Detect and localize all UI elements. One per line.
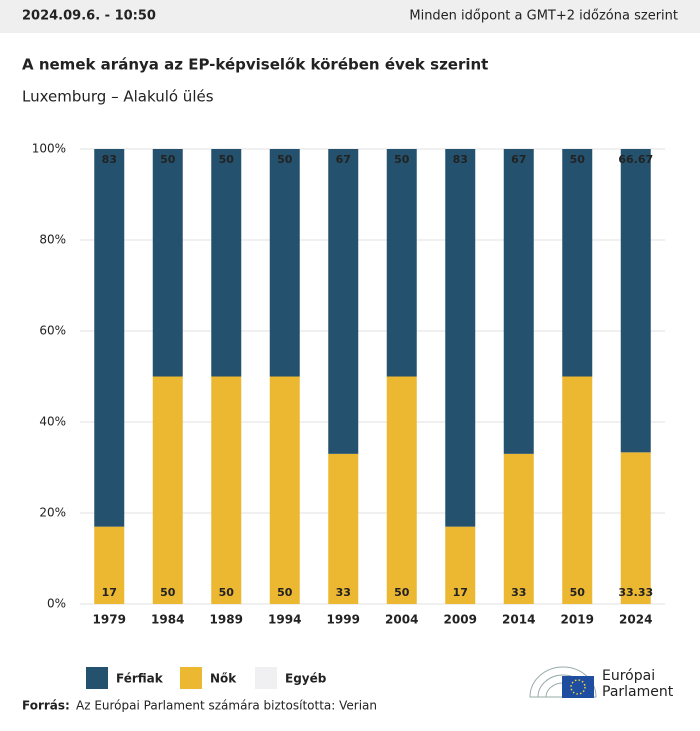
header-date: 2024.09.6. - 10:50 <box>22 9 156 24</box>
y-tick-label: 40% <box>39 415 66 429</box>
value-label: 67 <box>336 153 351 166</box>
bar-segment <box>328 453 359 604</box>
value-label: 50 <box>160 153 176 166</box>
value-label: 50 <box>394 153 410 166</box>
value-label: 50 <box>570 586 586 599</box>
bar-segment <box>94 526 125 604</box>
bar-segment <box>503 149 534 454</box>
value-label: 50 <box>219 586 235 599</box>
x-tick-label: 1979 <box>93 613 126 627</box>
value-label: 33 <box>336 586 351 599</box>
y-tick-label: 80% <box>39 233 66 247</box>
x-tick-label: 1999 <box>327 613 360 627</box>
bar-segment <box>328 149 359 454</box>
x-tick-label: 2019 <box>561 613 594 627</box>
legend-swatch <box>86 667 108 689</box>
logo-text: Európai <box>602 668 655 684</box>
bar-segment <box>269 149 300 377</box>
bar-segment <box>386 149 417 377</box>
header-band <box>0 0 700 33</box>
legend-swatch <box>180 667 202 689</box>
value-label: 83 <box>102 153 117 166</box>
header-timezone: Minden időpont a GMT+2 időzóna szerint <box>409 9 678 24</box>
value-label: 50 <box>160 586 176 599</box>
value-label: 83 <box>453 153 468 166</box>
bar-segment <box>620 452 651 604</box>
x-tick-label: 2024 <box>619 613 652 627</box>
chart-subtitle: Luxemburg – Alakuló ülés <box>22 88 214 106</box>
value-label: 17 <box>102 586 117 599</box>
legend-label: Egyéb <box>285 672 327 686</box>
source-label: Forrás: <box>22 699 70 713</box>
bar-segment <box>211 376 242 604</box>
value-label: 50 <box>570 153 586 166</box>
value-label: 50 <box>394 586 410 599</box>
x-tick-label: 2009 <box>444 613 477 627</box>
value-label: 67 <box>511 153 526 166</box>
value-label: 66.67 <box>618 153 653 166</box>
value-label: 50 <box>277 153 293 166</box>
logo-hemicycle <box>529 666 597 698</box>
value-label: 33.33 <box>618 586 653 599</box>
logo-text: Parlament <box>602 684 674 700</box>
y-tick-label: 100% <box>32 142 66 156</box>
value-label: 50 <box>219 153 235 166</box>
bar-segment <box>445 526 476 604</box>
value-label: 50 <box>277 586 293 599</box>
bar-segment <box>562 376 593 604</box>
bar-segment <box>211 149 242 377</box>
plot: 0% 20% 40% 60% 80% 100% 1979 17 83 1984 50 50 1989 50… <box>32 142 665 627</box>
bar-segment <box>562 149 593 377</box>
bar-segment <box>503 453 534 604</box>
legend-label: Férfiak <box>116 672 164 686</box>
x-tick-label: 1994 <box>268 613 301 627</box>
x-tick-label: 1989 <box>210 613 243 627</box>
bar-segment <box>445 149 476 527</box>
x-tick-label: 2014 <box>502 613 535 627</box>
bar-segment <box>269 376 300 604</box>
y-tick-label: 60% <box>39 324 66 338</box>
value-label: 33 <box>511 586 526 599</box>
legend: Férfiak Nők Egyéb <box>86 667 327 689</box>
legend-swatch <box>255 667 277 689</box>
y-tick-label: 20% <box>39 506 66 520</box>
logo: Európai Parlament <box>529 666 674 700</box>
source-text: Az Európai Parlament számára biztosított… <box>76 699 377 713</box>
bar-segment <box>94 149 125 527</box>
x-tick-label: 2004 <box>385 613 418 627</box>
legend-label: Nők <box>210 672 237 686</box>
bar-segment <box>386 376 417 604</box>
logo-flag <box>562 676 594 698</box>
bar-segment <box>152 149 183 377</box>
chart-title: A nemek aránya az EP-képviselők körében … <box>22 56 488 74</box>
value-label: 17 <box>453 586 468 599</box>
logo-stars <box>570 679 586 695</box>
y-tick-label: 0% <box>47 597 66 611</box>
bar-segment <box>152 376 183 604</box>
bar-segment <box>620 149 651 453</box>
x-tick-label: 1984 <box>151 613 184 627</box>
